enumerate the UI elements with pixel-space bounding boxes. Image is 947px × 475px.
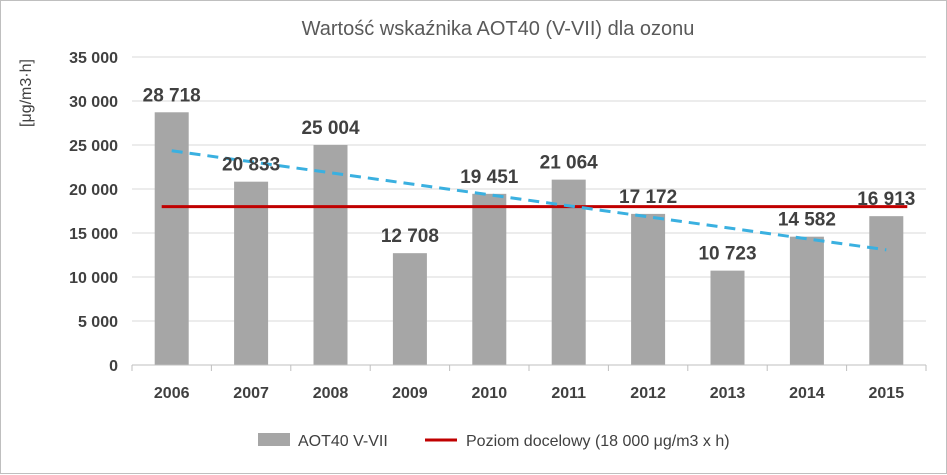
overlay-lines xyxy=(161,149,908,252)
bar xyxy=(789,236,824,365)
bar xyxy=(392,253,427,365)
x-tick-label: 2015 xyxy=(869,385,905,402)
y-tick-label: 0 xyxy=(109,358,118,375)
bar xyxy=(234,181,269,365)
y-tick-label: 20 000 xyxy=(69,182,118,199)
data-label: 10 723 xyxy=(698,244,756,265)
data-label: 19 451 xyxy=(460,167,519,188)
data-label: 20 833 xyxy=(222,155,280,176)
bar xyxy=(472,193,507,365)
data-label: 25 004 xyxy=(301,118,360,139)
x-tick-label: 2011 xyxy=(551,385,586,402)
data-label: 14 582 xyxy=(778,210,836,231)
x-tick-label: 2009 xyxy=(392,385,428,402)
y-tick-label: 15 000 xyxy=(69,226,118,243)
data-label: 16 913 xyxy=(857,189,915,210)
data-labels: 28 718 20 833 25 004 12 708 19 451 21 064 17 1… xyxy=(143,85,916,264)
bars xyxy=(154,112,904,365)
data-label: 21 064 xyxy=(540,153,599,174)
axes: 0 5 000 10 000 15 000 20 000 25 000 30 000 35 0… xyxy=(69,50,927,402)
x-tick-label: 2007 xyxy=(233,385,269,402)
legend-label-bars: AOT40 V-VII xyxy=(298,433,388,450)
y-tick-label: 25 000 xyxy=(69,138,118,155)
x-tick-label: 2008 xyxy=(313,385,349,402)
data-label: 17 172 xyxy=(619,187,677,208)
data-label: 28 718 xyxy=(143,85,201,106)
legend: AOT40 V-VII Poziom docelowy (18 000 μg/m… xyxy=(258,433,730,450)
x-tick-label: 2012 xyxy=(630,385,666,402)
bar xyxy=(710,270,745,365)
x-tick-label: 2014 xyxy=(789,385,825,402)
x-tick-label: 2013 xyxy=(710,385,746,402)
y-axis-label: [μg/m3·h] xyxy=(18,59,35,127)
bar xyxy=(631,213,666,365)
bar xyxy=(551,179,586,365)
x-tick-label: 2010 xyxy=(472,385,508,402)
y-tick-label: 10 000 xyxy=(69,270,118,287)
data-label: 12 708 xyxy=(381,226,439,247)
x-tick-label: 2006 xyxy=(154,385,190,402)
legend-swatch-bars xyxy=(258,433,290,446)
y-tick-label: 5 000 xyxy=(78,314,118,331)
bar xyxy=(869,216,904,365)
bar xyxy=(313,144,348,365)
legend-label-target: Poziom docelowy (18 000 μg/m3 x h) xyxy=(466,433,730,450)
y-tick-label: 30 000 xyxy=(69,94,118,111)
trend-line xyxy=(171,149,887,252)
y-tick-label: 35 000 xyxy=(69,50,118,67)
chart-title: Wartość wskaźnika AOT40 (V-VII) dla ozon… xyxy=(302,18,695,40)
bar xyxy=(154,112,189,365)
